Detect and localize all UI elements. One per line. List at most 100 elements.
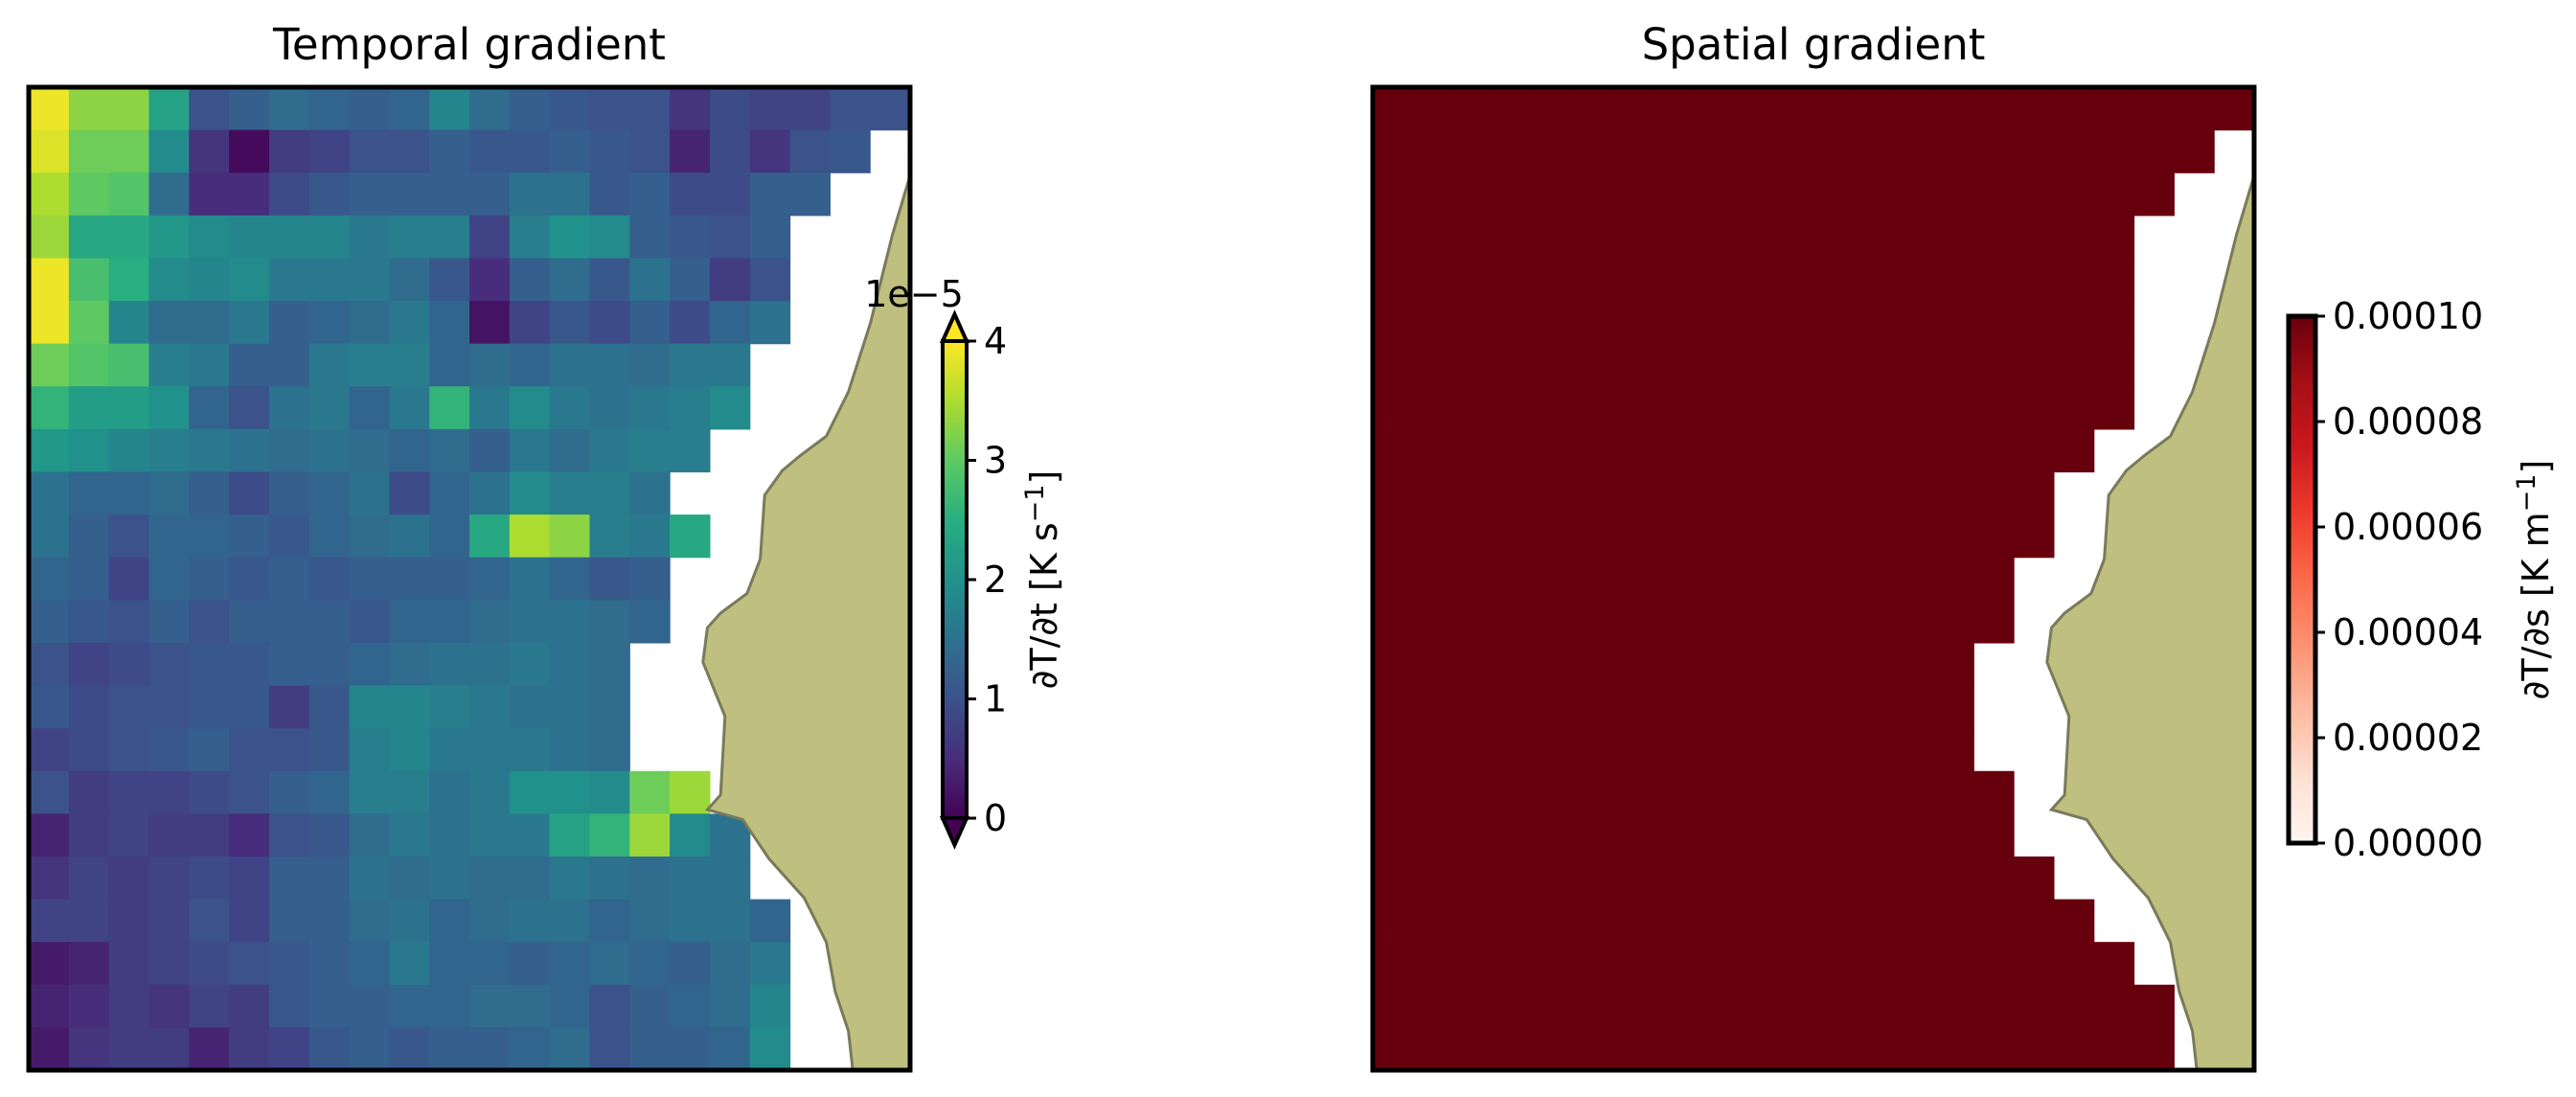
heatmap-cell — [108, 129, 150, 173]
heatmap-cell — [1933, 600, 1974, 644]
heatmap-cell — [469, 87, 511, 131]
heatmap-cell — [709, 984, 751, 1028]
heatmap-cell — [670, 1027, 711, 1071]
heatmap-cell — [1373, 728, 1414, 772]
heatmap-cell — [268, 856, 310, 901]
heatmap-cell — [148, 514, 190, 559]
heatmap-cell — [148, 942, 190, 986]
heatmap-cell — [1533, 600, 1574, 644]
heatmap-cell — [589, 728, 630, 772]
spatial-colorbar-label: ∂T/∂s [K m−1] — [2512, 460, 2557, 700]
heatmap-cell — [2053, 942, 2095, 986]
heatmap-cell — [1973, 87, 2015, 131]
heatmap-cell — [1493, 386, 1534, 430]
heatmap-cell — [1813, 514, 1855, 559]
heatmap-cell — [1612, 301, 1654, 345]
heatmap-cell — [2053, 301, 2095, 345]
heatmap-cell — [1773, 728, 1814, 772]
heatmap-cell — [1412, 514, 1454, 559]
heatmap-cell — [429, 1027, 470, 1071]
heatmap-cell — [2014, 428, 2055, 473]
heatmap-cell — [189, 129, 230, 173]
heatmap-cell — [29, 642, 70, 687]
heatmap-cell — [2093, 258, 2135, 302]
heatmap-cell — [148, 386, 190, 430]
heatmap-cell — [2053, 343, 2095, 387]
heatmap-cell — [789, 172, 831, 217]
heatmap-cell — [148, 215, 190, 260]
heatmap-cell — [1853, 856, 1895, 901]
colorbar-tick-label: 2 — [984, 559, 1007, 601]
spatial-heatmap-cells — [1373, 87, 2255, 1071]
heatmap-cell — [1493, 899, 1534, 943]
heatmap-cell — [1533, 258, 1574, 302]
heatmap-cell — [429, 942, 470, 986]
heatmap-cell — [749, 984, 791, 1028]
heatmap-cell — [429, 471, 470, 515]
heatmap-cell — [749, 301, 791, 345]
heatmap-cell — [308, 471, 351, 515]
heatmap-cell — [509, 984, 551, 1028]
heatmap-cell — [268, 172, 310, 217]
heatmap-cell — [1933, 172, 1974, 217]
heatmap-cell — [189, 728, 230, 772]
heatmap-cell — [1373, 984, 1414, 1028]
heatmap-cell — [29, 685, 70, 729]
heatmap-cell — [1773, 642, 1814, 687]
heatmap-cell — [268, 343, 310, 387]
heatmap-cell — [1653, 899, 1695, 943]
heatmap-cell — [68, 770, 110, 814]
heatmap-cell — [1813, 770, 1855, 814]
heatmap-cell — [1653, 301, 1695, 345]
heatmap-cell — [1893, 557, 1935, 601]
heatmap-cell — [29, 770, 70, 814]
heatmap-cell — [349, 856, 390, 901]
heatmap-cell — [1933, 899, 1974, 943]
heatmap-cell — [429, 557, 470, 601]
heatmap-cell — [2053, 215, 2095, 260]
heatmap-cell — [349, 428, 390, 473]
heatmap-cell — [1373, 770, 1414, 814]
heatmap-cell — [349, 600, 390, 644]
heatmap-cell — [1853, 728, 1895, 772]
heatmap-cell — [268, 87, 310, 131]
heatmap-cell — [268, 642, 310, 687]
heatmap-cell — [1653, 343, 1695, 387]
heatmap-cell — [1612, 258, 1654, 302]
heatmap-cell — [189, 899, 230, 943]
heatmap-cell — [589, 770, 630, 814]
heatmap-cell — [308, 172, 351, 217]
heatmap-cell — [1693, 258, 1734, 302]
heatmap-cell — [1973, 343, 2015, 387]
heatmap-cell — [108, 386, 150, 430]
heatmap-cell — [509, 685, 551, 729]
colorbar-tick-label: 4 — [984, 320, 1007, 362]
heatmap-cell — [2014, 471, 2055, 515]
heatmap-cell — [68, 514, 110, 559]
heatmap-cell — [1893, 685, 1935, 729]
heatmap-cell — [509, 899, 551, 943]
heatmap-cell — [1653, 87, 1695, 131]
heatmap-cell — [1933, 770, 1974, 814]
heatmap-cell — [1853, 258, 1895, 302]
heatmap-cell — [1373, 172, 1414, 217]
temporal-gradient-panel: Temporal gradient — [26, 19, 913, 1073]
heatmap-cell — [1733, 728, 1774, 772]
heatmap-cell — [1893, 600, 1935, 644]
spatial-colorbar-gradient — [2286, 313, 2318, 846]
heatmap-cell — [1773, 301, 1814, 345]
heatmap-cell — [1773, 514, 1814, 559]
heatmap-cell — [1412, 258, 1454, 302]
heatmap-cell — [68, 258, 110, 302]
heatmap-cell — [268, 514, 310, 559]
heatmap-cell — [2053, 428, 2095, 473]
heatmap-cell — [709, 258, 751, 302]
heatmap-cell — [29, 1027, 70, 1071]
heatmap-cell — [1973, 856, 2015, 901]
heatmap-cell — [1853, 813, 1895, 857]
heatmap-cell — [509, 856, 551, 901]
heatmap-cell — [229, 942, 270, 986]
heatmap-cell — [1893, 984, 1935, 1028]
heatmap-cell — [389, 899, 430, 943]
heatmap-cell — [429, 984, 470, 1028]
